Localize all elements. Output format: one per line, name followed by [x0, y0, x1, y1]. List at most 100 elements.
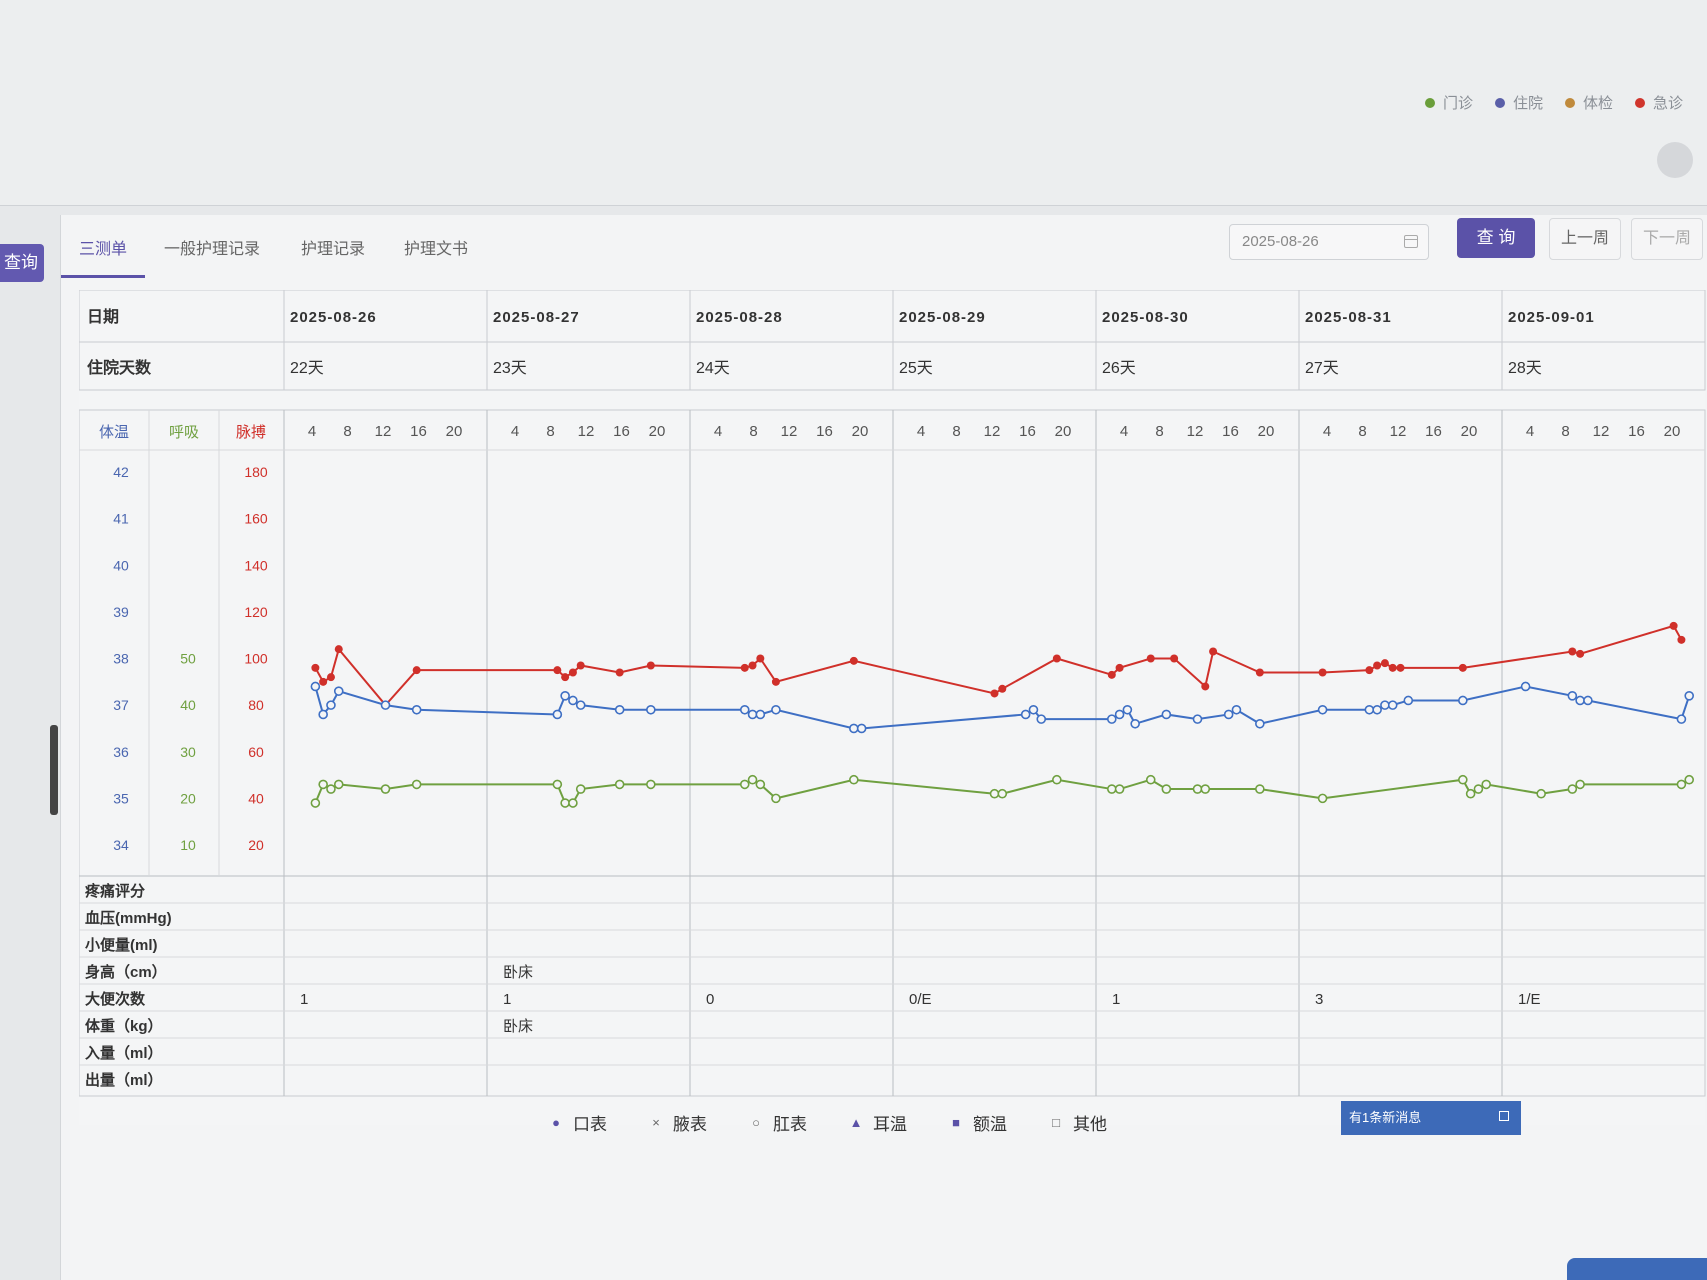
data-point-temperature [646, 704, 656, 715]
data-point-pulse [1568, 647, 1577, 656]
hour-tick-label: 16 [410, 423, 427, 440]
visit-legend-item: 门诊 [1424, 92, 1473, 113]
data-point-respiration [575, 784, 586, 794]
data-point-pulse [576, 661, 585, 670]
data-point-pulse [568, 668, 577, 677]
data-point-respiration [1106, 784, 1117, 794]
visit-legend-item: 住院 [1494, 92, 1543, 113]
tab-general-nursing-record[interactable]: 一般护理记录 [164, 241, 261, 258]
bottom-row-label: 体重（kg） [85, 1017, 163, 1035]
data-point-respiration [333, 779, 344, 790]
header-days: 27天 [1305, 360, 1339, 377]
vitals-grid-frame [78, 409, 1706, 1097]
data-point-temperature [1583, 695, 1593, 706]
pulse-tick-label: 160 [244, 511, 268, 527]
data-point-respiration [1567, 784, 1578, 794]
pulse-axis-label: 脉搏 [236, 424, 266, 441]
header-date: 2025-09-01 [1508, 309, 1595, 326]
next-week-button[interactable]: 下一周 [1631, 218, 1703, 260]
data-point-pulse [1373, 661, 1382, 670]
header-date: 2025-08-29 [899, 309, 986, 326]
data-point-pulse [1388, 663, 1397, 672]
data-point-temperature [1567, 690, 1578, 701]
data-point-pulse [1115, 663, 1124, 672]
measure-legend-label: 腋表 [673, 1115, 707, 1134]
tab-vitals-chart[interactable]: 三测单 [79, 241, 128, 258]
data-point-respiration [755, 779, 766, 790]
new-message-notification[interactable]: 有1条新消息 [1341, 1101, 1521, 1135]
pulse-tick-label: 100 [244, 651, 268, 667]
hour-tick-label: 8 [546, 423, 554, 440]
resp-tick-label: 40 [180, 697, 196, 713]
query-button[interactable]: 查 询 [1457, 218, 1535, 258]
data-point-respiration [310, 798, 321, 808]
measure-legend-item: ● 口表 [549, 1110, 607, 1135]
data-point-temperature [575, 700, 586, 710]
data-point-temperature [1020, 709, 1031, 720]
tab-nursing-record[interactable]: 护理记录 [301, 241, 366, 258]
close-icon[interactable] [1499, 1111, 1509, 1121]
header-days: 28天 [1508, 360, 1542, 377]
measure-legend-item: □ 其他 [1049, 1110, 1107, 1135]
data-point-pulse [1677, 635, 1686, 644]
header-table [78, 289, 1706, 391]
visit-legend-label: 急诊 [1652, 95, 1683, 112]
data-point-respiration [1114, 784, 1125, 794]
data-point-temperature [552, 709, 563, 720]
avatar[interactable] [1657, 142, 1693, 178]
bottom-cell-stool: 0/E [909, 991, 932, 1008]
data-point-temperature [326, 700, 336, 710]
data-point-pulse [1458, 663, 1467, 672]
visit-legend-label: 体检 [1582, 95, 1613, 112]
side-query-button[interactable]: 查询 [0, 244, 44, 282]
data-point-respiration [1145, 774, 1156, 785]
data-point-temperature [1317, 704, 1328, 715]
data-point-pulse [1201, 682, 1210, 691]
top-header-band: 门诊 住院 体检 急诊 [0, 0, 1707, 206]
temp-tick-label: 38 [113, 651, 129, 667]
visit-legend-label: 门诊 [1442, 95, 1473, 112]
main-panel: 三测单 一般护理记录 护理记录 护理文书 2025-08-26 查 询 上一周 … [60, 215, 1707, 1280]
data-point-temperature [739, 704, 750, 715]
hour-tick-label: 8 [749, 423, 757, 440]
bottom-cell-stool: 0 [706, 991, 714, 1008]
data-point-temperature [411, 704, 422, 715]
bottom-cell-height: 卧床 [503, 964, 533, 981]
temp-tick-label: 39 [113, 604, 129, 620]
visit-legend-item: 急诊 [1634, 92, 1683, 113]
hour-tick-label: 20 [1664, 423, 1681, 440]
resp-tick-label: 20 [180, 790, 196, 806]
sidebar-collapse-handle[interactable] [50, 725, 58, 815]
data-point-temperature [1114, 709, 1125, 720]
visit-legend-label: 住院 [1512, 95, 1543, 112]
data-point-respiration [411, 779, 422, 790]
hour-tick-label: 12 [1390, 423, 1407, 440]
data-point-respiration [739, 779, 750, 790]
bottom-row-label: 血压(mmHg) [85, 909, 172, 927]
pulse-tick-label: 40 [248, 790, 264, 806]
temp-axis-label: 体温 [99, 424, 129, 441]
measure-symbol-icon: ○ [752, 1115, 760, 1130]
resp-tick-label: 50 [180, 651, 196, 667]
calendar-icon[interactable] [1404, 235, 1418, 248]
previous-week-button[interactable]: 上一周 [1549, 218, 1621, 260]
data-point-temperature [1122, 704, 1133, 715]
data-point-pulse [615, 668, 624, 677]
data-point-pulse [1107, 670, 1116, 679]
bottom-row-label: 小便量(ml) [85, 936, 158, 954]
data-point-temperature [771, 704, 781, 715]
data-point-respiration [646, 779, 656, 790]
date-picker-value: 2025-08-26 [1242, 233, 1319, 250]
legend-dot-icon [1564, 97, 1575, 108]
hour-tick-label: 20 [649, 423, 666, 440]
measure-legend-label: 肛表 [773, 1115, 807, 1134]
tab-nursing-documents[interactable]: 护理文书 [404, 241, 469, 258]
date-picker-input[interactable]: 2025-08-26 [1229, 224, 1429, 260]
active-tab-indicator [61, 275, 145, 278]
pulse-tick-label: 180 [244, 464, 268, 480]
data-point-respiration [1255, 784, 1265, 794]
data-point-respiration [1481, 779, 1492, 790]
data-point-temperature [1223, 709, 1234, 720]
data-point-temperature [1364, 704, 1375, 715]
bottom-row-label: 大便次数 [85, 990, 146, 1008]
